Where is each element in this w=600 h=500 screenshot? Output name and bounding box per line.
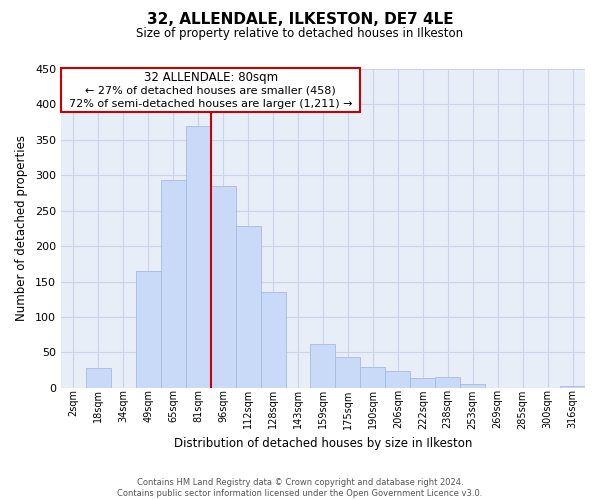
Bar xyxy=(385,372,410,388)
Text: Size of property relative to detached houses in Ilkeston: Size of property relative to detached ho… xyxy=(136,28,464,40)
Text: 32, ALLENDALE, ILKESTON, DE7 4LE: 32, ALLENDALE, ILKESTON, DE7 4LE xyxy=(146,12,454,28)
Bar xyxy=(335,356,361,388)
Y-axis label: Number of detached properties: Number of detached properties xyxy=(15,136,28,322)
Bar xyxy=(161,180,186,388)
Bar xyxy=(560,386,585,388)
Text: Contains HM Land Registry data © Crown copyright and database right 2024.
Contai: Contains HM Land Registry data © Crown c… xyxy=(118,478,482,498)
Bar xyxy=(435,377,460,388)
Text: 32 ALLENDALE: 80sqm: 32 ALLENDALE: 80sqm xyxy=(143,70,278,84)
Bar xyxy=(460,384,485,388)
Text: ← 27% of detached houses are smaller (458): ← 27% of detached houses are smaller (45… xyxy=(85,86,336,96)
Bar xyxy=(410,378,435,388)
Bar xyxy=(236,226,260,388)
Text: 72% of semi-detached houses are larger (1,211) →: 72% of semi-detached houses are larger (… xyxy=(69,98,352,108)
Bar xyxy=(186,126,211,388)
Bar xyxy=(260,292,286,388)
Bar xyxy=(136,271,161,388)
Bar xyxy=(211,186,236,388)
Bar xyxy=(310,344,335,388)
Bar xyxy=(361,366,385,388)
X-axis label: Distribution of detached houses by size in Ilkeston: Distribution of detached houses by size … xyxy=(174,437,472,450)
Bar xyxy=(86,368,111,388)
